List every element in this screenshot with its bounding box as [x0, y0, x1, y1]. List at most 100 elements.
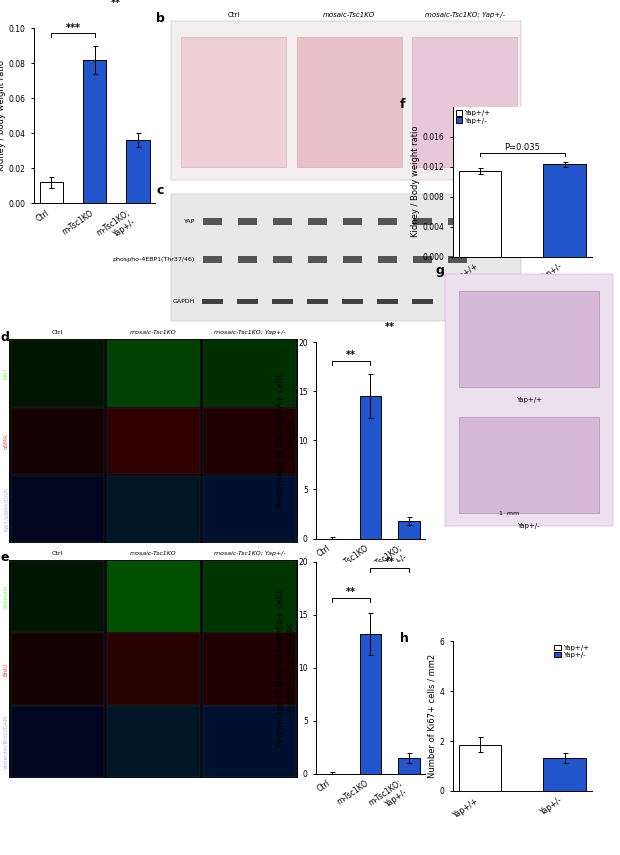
Text: mosaic-Tsc1KO; Yap+/-: mosaic-Tsc1KO; Yap+/- — [214, 551, 285, 556]
Bar — [413, 256, 432, 263]
Bar — [273, 256, 292, 263]
Text: ***: *** — [66, 22, 81, 32]
Bar — [307, 298, 328, 304]
Bar — [296, 37, 402, 167]
Text: b: b — [156, 12, 166, 25]
Text: mosaic-Tsc1KO; Yap+/-: mosaic-Tsc1KO; Yap+/- — [214, 330, 285, 335]
Legend: Yap+/+, Yap+/-: Yap+/+, Yap+/- — [554, 645, 588, 657]
Bar — [82, 60, 107, 203]
Text: mosaic-Tsc1KO; Yap+/-: mosaic-Tsc1KO; Yap+/- — [425, 12, 505, 18]
Y-axis label: Kidney / body weight ratio: Kidney / body weight ratio — [0, 61, 6, 171]
Bar — [107, 634, 200, 705]
Text: **: ** — [346, 350, 356, 360]
Bar — [11, 475, 104, 542]
Bar — [11, 408, 104, 475]
Bar — [459, 745, 501, 791]
Bar — [412, 298, 433, 304]
Bar — [238, 256, 257, 263]
Bar — [378, 218, 397, 226]
Text: d: d — [1, 331, 9, 345]
Text: Ki67/αSMA/DAPI: Ki67/αSMA/DAPI — [4, 487, 9, 531]
Bar — [203, 475, 296, 542]
Text: Yap+/-: Yap+/- — [518, 523, 540, 529]
Text: h: h — [399, 633, 409, 646]
Text: P=0.035: P=0.035 — [505, 143, 540, 152]
Text: Ctrl: Ctrl — [51, 330, 63, 335]
Text: **: ** — [346, 587, 356, 597]
Bar — [237, 298, 258, 304]
Bar — [11, 340, 104, 407]
Bar — [360, 396, 381, 539]
Bar — [399, 758, 420, 774]
Bar — [181, 37, 286, 167]
Bar — [272, 298, 293, 304]
Bar — [11, 706, 104, 777]
Legend: Yap+/+, Yap+/-: Yap+/+, Yap+/- — [456, 110, 490, 123]
Bar — [107, 408, 200, 475]
Bar — [203, 634, 296, 705]
Text: e: e — [1, 551, 9, 564]
Bar — [413, 218, 432, 226]
Bar — [544, 758, 586, 791]
Bar — [343, 256, 362, 263]
Text: 1  mm: 1 mm — [498, 510, 519, 516]
Bar — [107, 340, 200, 407]
Text: c: c — [156, 184, 164, 197]
Bar — [544, 164, 586, 256]
Bar — [459, 171, 501, 256]
Text: **: ** — [385, 557, 395, 567]
Text: Vimentin: Vimentin — [4, 584, 9, 609]
Bar — [11, 561, 104, 632]
Text: g: g — [435, 263, 444, 276]
Bar — [203, 706, 296, 777]
Bar — [11, 634, 104, 705]
Bar — [202, 298, 223, 304]
Bar — [360, 634, 381, 774]
Bar — [412, 37, 517, 167]
Y-axis label: Number of Ki67+ cells / mm2: Number of Ki67+ cells / mm2 — [428, 654, 436, 778]
Text: Yap+/+: Yap+/+ — [516, 398, 542, 404]
Text: GAPDH: GAPDH — [172, 299, 195, 304]
Bar — [343, 218, 362, 226]
Bar — [107, 475, 200, 542]
Bar — [377, 298, 398, 304]
Bar — [203, 256, 222, 263]
Bar — [448, 256, 467, 263]
Bar — [203, 561, 296, 632]
Bar — [447, 298, 468, 304]
Text: αSMA: αSMA — [4, 433, 9, 449]
Text: BrdU: BrdU — [4, 663, 9, 675]
Y-axis label: Kidney / Body weight ratio: Kidney / Body weight ratio — [410, 126, 420, 238]
Bar — [448, 218, 467, 226]
Text: f: f — [399, 97, 405, 111]
Text: mosaic-Tsc1KO: mosaic-Tsc1KO — [130, 330, 177, 335]
Bar — [107, 706, 200, 777]
Bar — [459, 417, 599, 513]
Bar — [107, 561, 200, 632]
Text: mosaic-Tsc1KO: mosaic-Tsc1KO — [323, 12, 375, 18]
Bar — [459, 292, 599, 387]
Bar — [238, 218, 257, 226]
Text: Ctrl: Ctrl — [228, 12, 240, 18]
Bar — [203, 340, 296, 407]
Text: Ctrl: Ctrl — [51, 551, 63, 556]
Text: phospho-4EBP1(Thr37/46): phospho-4EBP1(Thr37/46) — [113, 257, 195, 262]
Text: Ki67: Ki67 — [4, 368, 9, 380]
Bar — [273, 218, 292, 226]
Text: Vimentin/BrdU/DAPI: Vimentin/BrdU/DAPI — [4, 715, 9, 769]
Bar — [308, 218, 327, 226]
Text: **: ** — [111, 0, 121, 8]
Bar — [126, 140, 149, 203]
Bar — [308, 256, 327, 263]
Text: YAP: YAP — [184, 220, 195, 224]
Y-axis label: Percentage of BrdU+/Vimentin+ cells
in Vimentin+ nodules: Percentage of BrdU+/Vimentin+ cells in V… — [276, 589, 296, 746]
Bar — [378, 256, 397, 263]
Bar — [203, 408, 296, 475]
Bar — [203, 218, 222, 226]
Bar — [342, 298, 363, 304]
Text: **: ** — [385, 322, 395, 333]
Bar — [399, 521, 420, 539]
Text: mosaic-Tsc1KO: mosaic-Tsc1KO — [130, 551, 177, 556]
Y-axis label: Percentage of Ki67/αSMA+ cells
in lesions: Percentage of Ki67/αSMA+ cells in lesion… — [276, 373, 296, 508]
Bar — [40, 182, 63, 203]
